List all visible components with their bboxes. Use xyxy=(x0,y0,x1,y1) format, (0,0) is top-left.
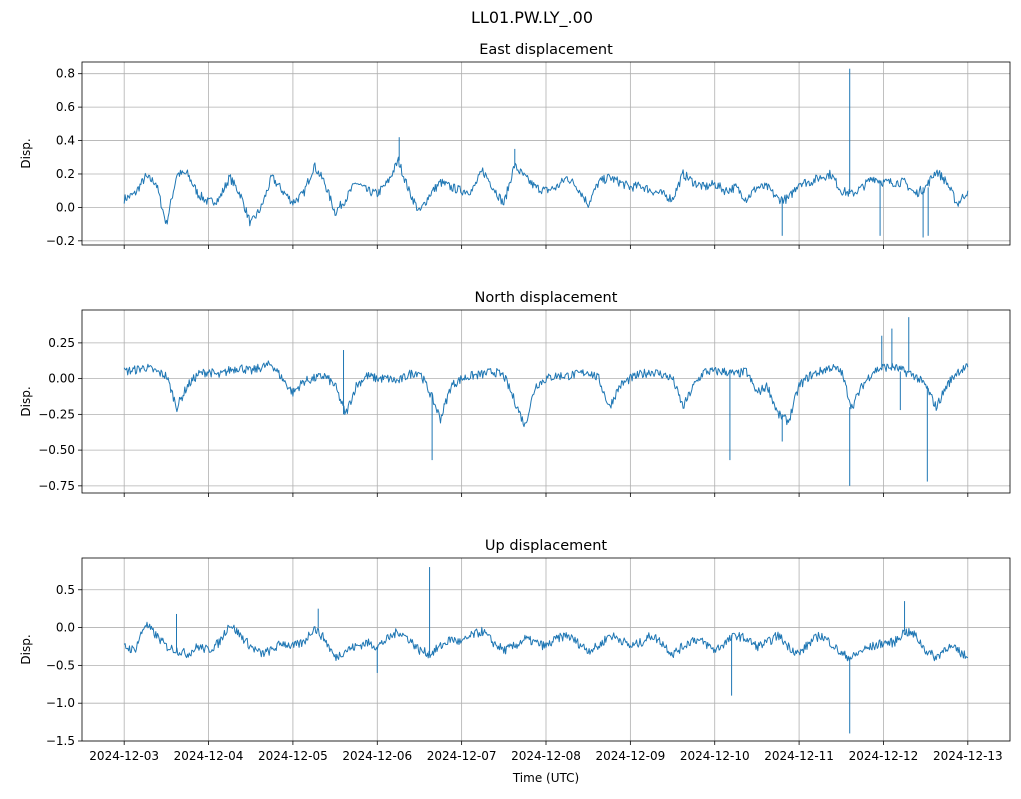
y-tick-label: −1.5 xyxy=(46,734,75,748)
x-tick-label: 2024-12-08 xyxy=(511,749,581,763)
y-tick-label: 0.0 xyxy=(56,621,75,635)
x-tick-label: 2024-12-13 xyxy=(933,749,1003,763)
x-tick-label: 2024-12-12 xyxy=(849,749,919,763)
y-axis-label: Disp. xyxy=(19,386,33,416)
figure-suptitle: LL01.PW.LY_.00 xyxy=(471,8,593,28)
y-axis-label: Disp. xyxy=(19,634,33,664)
y-tick-label: 0.4 xyxy=(56,134,75,148)
subplot-title: Up displacement xyxy=(485,538,607,554)
y-axis-label: Disp. xyxy=(19,138,33,168)
x-tick-label: 2024-12-05 xyxy=(258,749,328,763)
series-line xyxy=(123,360,969,428)
subplot-0: −0.2 0.0 0.2 0.4 0.6 0.8 East displacement Disp… xyxy=(19,42,1011,249)
axes-frame xyxy=(81,61,1011,246)
x-tick-label: 2024-12-03 xyxy=(89,749,159,763)
y-tick-label: −0.2 xyxy=(46,234,75,248)
y-tick-label: −1.0 xyxy=(46,696,75,710)
x-tick-label: 2024-12-04 xyxy=(174,749,244,763)
subplot-2: 2024-12-03 2024-12-04 2024-12-05 2024-12-06… xyxy=(19,538,1011,785)
y-tick-label: −0.50 xyxy=(38,443,75,457)
y-tick-label: −0.75 xyxy=(38,479,75,493)
series-line xyxy=(123,156,969,227)
axes-frame xyxy=(81,309,1011,494)
y-tick-label: 0.2 xyxy=(56,167,75,181)
y-tick-label: 0.25 xyxy=(48,336,75,350)
y-tick-label: 0.0 xyxy=(56,200,75,214)
y-tick-label: −0.25 xyxy=(38,407,75,421)
series-line xyxy=(123,621,969,662)
x-tick-label: 2024-12-07 xyxy=(427,749,497,763)
x-tick-label: 2024-12-10 xyxy=(680,749,750,763)
x-axis-label: Time (UTC) xyxy=(512,771,579,785)
x-tick-label: 2024-12-11 xyxy=(764,749,834,763)
subplot-1: −0.75 −0.50 −0.25 0.00 0.25 North displacemen… xyxy=(19,290,1011,497)
y-tick-label: −0.5 xyxy=(46,658,75,672)
y-tick-label: 0.5 xyxy=(56,583,75,597)
x-tick-label: 2024-12-06 xyxy=(342,749,412,763)
y-tick-label: 0.6 xyxy=(56,100,75,114)
y-tick-label: 0.00 xyxy=(48,372,75,386)
subplot-title: East displacement xyxy=(479,42,613,58)
x-tick-label: 2024-12-09 xyxy=(595,749,665,763)
y-tick-label: 0.8 xyxy=(56,67,75,81)
axes-frame xyxy=(81,557,1011,742)
subplot-title: North displacement xyxy=(475,290,618,306)
